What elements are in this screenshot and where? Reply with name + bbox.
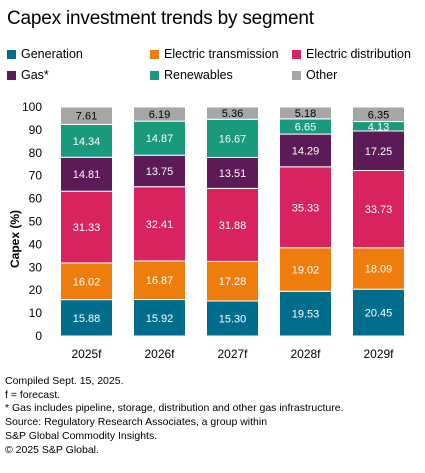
data-label: 20.45 <box>365 308 393 320</box>
bar-segment <box>133 120 186 156</box>
bar-segment <box>60 106 113 125</box>
data-label: 7.61 <box>76 111 97 123</box>
y-tick-label: 0 <box>35 329 42 343</box>
bar-segment <box>279 290 332 337</box>
data-label: 31.88 <box>219 220 247 232</box>
data-label: 14.34 <box>73 136 101 148</box>
data-label: 15.88 <box>73 313 101 325</box>
stacked-bar-chart: 0 10 20 30 40 50 60 70 80 90 100 15.88 16.02 31.33 14.… <box>22 100 405 361</box>
legend-swatch-electric-distribution <box>292 49 301 59</box>
x-tick-label: 2028f <box>290 347 321 361</box>
chart-title: Capex investment trends by segment <box>7 8 314 29</box>
data-label: 4.13 <box>368 121 389 133</box>
legend-item-generation: Generation <box>7 47 83 61</box>
legend-swatch-generation <box>7 49 16 59</box>
x-tick-label: 2027f <box>217 347 248 361</box>
note-source: Source: Regulatory Research Associates, … <box>5 416 268 429</box>
data-label: 13.51 <box>219 168 247 180</box>
data-label: 13.75 <box>146 166 174 178</box>
y-tick-label: 100 <box>22 100 42 114</box>
legend-swatch-gas <box>7 70 16 80</box>
legend-label-gas: Gas* <box>21 68 49 82</box>
data-label: 6.35 <box>368 109 389 121</box>
y-tick-label: 70 <box>29 169 43 183</box>
legend-item-gas: Gas* <box>7 68 49 82</box>
data-label: 17.28 <box>219 276 247 288</box>
data-label: 6.65 <box>295 121 316 133</box>
data-label: 15.30 <box>219 313 247 325</box>
data-label: 5.36 <box>222 108 243 120</box>
y-tick-label: 30 <box>29 260 43 274</box>
y-tick-label: 80 <box>29 146 43 160</box>
data-label: 14.29 <box>292 145 320 157</box>
y-tick-label: 60 <box>29 192 43 206</box>
legend-swatch-other <box>292 70 301 80</box>
y-tick-label: 40 <box>29 237 43 251</box>
x-tick-label: 2025f <box>71 347 102 361</box>
bar-segment <box>352 247 405 290</box>
bar-segment <box>352 130 405 172</box>
data-label: 6.19 <box>149 109 170 121</box>
bar-segment <box>352 106 405 123</box>
data-label: 16.02 <box>73 276 101 288</box>
data-label: 18.09 <box>365 263 393 275</box>
bar-segment <box>206 187 259 262</box>
data-label: 35.33 <box>292 202 320 214</box>
x-tick-label: 2029f <box>363 347 394 361</box>
legend-label-generation: Generation <box>21 47 83 61</box>
bar-segment <box>206 300 259 337</box>
legend-item-electric-transmission: Electric transmission <box>150 47 279 61</box>
legend-item-renewables: Renewables <box>150 68 233 82</box>
data-label: 16.67 <box>219 133 247 145</box>
y-tick-label: 10 <box>29 306 43 320</box>
note-source-cont: S&P Global Commodity Insights. <box>5 429 158 442</box>
data-label: 19.02 <box>292 264 320 276</box>
bar-segment <box>206 156 259 189</box>
data-label: 32.41 <box>146 219 174 231</box>
y-tick-label: 20 <box>29 283 43 297</box>
x-tick-label: 2026f <box>144 347 175 361</box>
legend-label-renewables: Renewables <box>164 68 233 82</box>
bar-segment <box>279 166 332 249</box>
note-copyright: © 2025 S&P Global. <box>5 443 99 456</box>
data-label: 5.18 <box>295 108 316 120</box>
note-compiled: Compiled Sept. 15, 2025. <box>5 375 124 387</box>
y-tick-label: 50 <box>29 215 43 229</box>
bar-segment <box>133 186 186 262</box>
bar-segment <box>133 106 186 122</box>
legend-label-electric-transmission: Electric transmission <box>164 47 279 61</box>
data-label: 16.87 <box>146 275 174 287</box>
legend-swatch-electric-transmission <box>150 49 159 59</box>
bar-segment <box>352 170 405 249</box>
bar-segment <box>133 260 186 301</box>
data-label: 33.73 <box>365 204 393 216</box>
data-label: 17.25 <box>365 146 393 158</box>
legend-label-other: Other <box>306 68 338 82</box>
data-label: 14.81 <box>73 169 101 181</box>
bar-segment <box>133 299 186 337</box>
bar-segment <box>279 106 332 120</box>
data-label: 31.33 <box>73 222 101 234</box>
y-tick-label: 90 <box>29 123 43 137</box>
data-label: 19.53 <box>292 309 320 321</box>
bar-segment <box>279 247 332 292</box>
legend-item-other: Other <box>292 68 337 82</box>
bar-segment <box>206 106 259 120</box>
note-gas: * Gas includes pipeline, storage, distri… <box>5 402 344 415</box>
note-forecast: f = forecast. <box>5 388 61 401</box>
data-label: 15.92 <box>146 313 174 325</box>
legend-label-electric-distribution: Electric distribution <box>306 47 411 61</box>
footnotes: Compiled Sept. 15, 2025. f = forecast. *… <box>5 375 420 457</box>
legend-swatch-renewables <box>150 70 159 80</box>
legend-item-electric-distribution: Electric distribution <box>292 47 411 61</box>
bar-segment <box>133 154 186 188</box>
data-label: 14.87 <box>146 133 174 145</box>
